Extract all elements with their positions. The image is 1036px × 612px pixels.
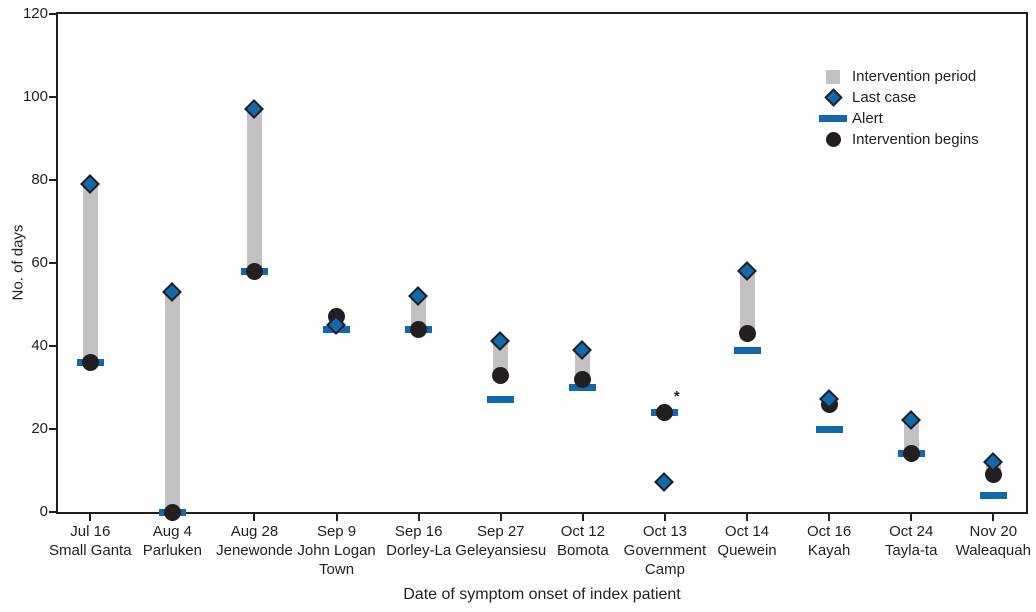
- legend-label: Intervention begins: [852, 131, 979, 148]
- x-tick-label-line: Town: [319, 561, 355, 578]
- intervention-period-bar: [82, 184, 98, 363]
- last-case-marker: [654, 472, 675, 493]
- x-tick-label-line: Camp: [644, 561, 685, 578]
- y-tick-label: 40: [31, 337, 48, 354]
- footnote-asterisk: *: [673, 388, 680, 406]
- intervention-begins-marker: [81, 354, 99, 372]
- x-tick-label-line: Government: [623, 542, 707, 559]
- legend-label: Alert: [852, 110, 883, 127]
- x-tick-label-line: Oct 12: [560, 523, 605, 540]
- intervention-begins-dot-icon: [820, 132, 846, 147]
- intervention-begins-marker: [163, 503, 181, 521]
- x-tick-label: Oct 24 Tayla-ta: [885, 522, 938, 560]
- legend: Intervention period Last case Alert Inte…: [819, 66, 979, 150]
- legend-item-last-case: Last case: [820, 87, 979, 108]
- legend-label: Last case: [852, 89, 917, 106]
- x-tick-label: Sep 27 Geleyansiesu: [455, 522, 546, 560]
- intervention-period-swatch-icon: [820, 69, 846, 84]
- y-tick-label: 20: [31, 420, 48, 437]
- x-tick-label-line: Aug 28: [230, 523, 279, 540]
- x-tick-label: Aug 4 Parluken: [143, 522, 202, 560]
- y-tick-mark: [49, 179, 56, 181]
- x-tick-label-line: Sep 9: [316, 523, 357, 540]
- x-tick-label-line: Kayah: [807, 542, 851, 559]
- x-tick-mark: [910, 514, 913, 521]
- intervention-begins-marker: [245, 262, 263, 280]
- y-tick-label: 120: [22, 5, 48, 22]
- x-tick-label-line: Sep 16: [394, 523, 443, 540]
- x-tick-label-line: Oct 24: [889, 523, 934, 540]
- x-tick-mark: [499, 514, 502, 521]
- alert-marker: [733, 346, 761, 354]
- x-tick-label: Aug 28 Jenewonde: [216, 522, 293, 560]
- y-tick-label: 60: [31, 254, 48, 271]
- legend-label: Intervention period: [852, 68, 977, 85]
- intervention-begins-marker: [410, 320, 428, 338]
- y-tick-mark: [49, 428, 56, 430]
- x-tick-label: Oct 13 Government Camp: [624, 522, 707, 579]
- y-tick-mark: [49, 262, 56, 264]
- intervention-begins-marker: [738, 325, 756, 343]
- x-tick-label: Oct 16 Kayah: [807, 522, 851, 560]
- x-tick-label-line: Sep 27: [476, 523, 525, 540]
- x-tick-label: Nov 20 Waleaquah: [956, 522, 1031, 560]
- intervention-period-bar: [739, 271, 755, 334]
- y-tick-mark: [49, 345, 56, 347]
- alert-marker: [487, 396, 515, 404]
- x-tick-label-line: Oct 14: [724, 523, 770, 540]
- x-tick-mark: [992, 514, 995, 521]
- y-tick-label: 100: [22, 88, 48, 105]
- x-tick-label-line: Dorley-La: [386, 542, 452, 559]
- x-tick-label-line: Nov 20: [969, 523, 1018, 540]
- x-tick-label-line: Jul 16: [70, 523, 111, 540]
- x-tick-label-line: Aug 4: [152, 523, 192, 540]
- intervention-begins-marker: [574, 370, 592, 388]
- x-tick-mark: [253, 514, 256, 521]
- x-tick-label-line: Oct 13: [642, 523, 688, 540]
- intervention-begins-marker: [984, 466, 1002, 484]
- x-tick-label-line: Geleyansiesu: [455, 542, 547, 559]
- x-tick-mark: [335, 514, 338, 521]
- x-tick-mark: [663, 514, 666, 521]
- plot-area: *: [56, 12, 1028, 521]
- x-tick-label: Sep 16 Dorley-La: [386, 522, 451, 560]
- last-case-diamond-icon: [820, 88, 846, 107]
- x-tick-label: Jul 16 Small Ganta: [49, 522, 132, 560]
- y-tick-mark: [49, 511, 56, 513]
- intervention-begins-marker: [902, 445, 920, 463]
- x-tick-label: Sep 9 John Logan Town: [297, 522, 375, 579]
- legend-item-intervention-begins: Intervention begins: [820, 129, 979, 150]
- intervention-begins-marker: [492, 366, 510, 384]
- x-tick-label-line: Oct 16: [807, 523, 852, 540]
- x-axis-title: Date of symptom onset of index patient: [403, 586, 681, 603]
- legend-item-alert: Alert: [819, 108, 979, 129]
- x-tick-label: Oct 14 Quewein: [717, 522, 776, 560]
- x-tick-label-line: Jenewonde: [216, 542, 293, 559]
- x-tick-mark: [89, 514, 92, 521]
- alert-marker: [979, 491, 1007, 499]
- x-tick-label: Oct 12 Bomota: [557, 522, 609, 560]
- y-tick-label: 0: [39, 503, 48, 520]
- x-tick-mark: [828, 514, 831, 521]
- x-tick-label-line: Waleaquah: [955, 542, 1031, 559]
- intervention-period-bar: [164, 292, 180, 512]
- x-tick-label-line: Tayla-ta: [884, 542, 938, 559]
- intervention-period-bar: [246, 109, 262, 272]
- x-tick-label-line: John Logan: [297, 542, 376, 559]
- y-tick-mark: [49, 13, 56, 15]
- x-tick-mark: [581, 514, 584, 521]
- y-tick-label: 80: [31, 171, 48, 188]
- x-tick-label-line: Parluken: [142, 542, 202, 559]
- legend-item-intervention-period: Intervention period: [820, 66, 979, 87]
- y-tick-mark: [49, 96, 56, 98]
- intervention-begins-marker: [656, 403, 674, 421]
- x-tick-label-line: Quewein: [717, 542, 777, 559]
- alert-bar-icon: [819, 115, 847, 122]
- alert-marker: [815, 425, 843, 433]
- x-tick-label-line: Bomota: [556, 542, 609, 559]
- x-tick-mark: [746, 514, 749, 521]
- x-tick-mark: [417, 514, 420, 521]
- x-tick-label-line: Small Ganta: [49, 542, 132, 559]
